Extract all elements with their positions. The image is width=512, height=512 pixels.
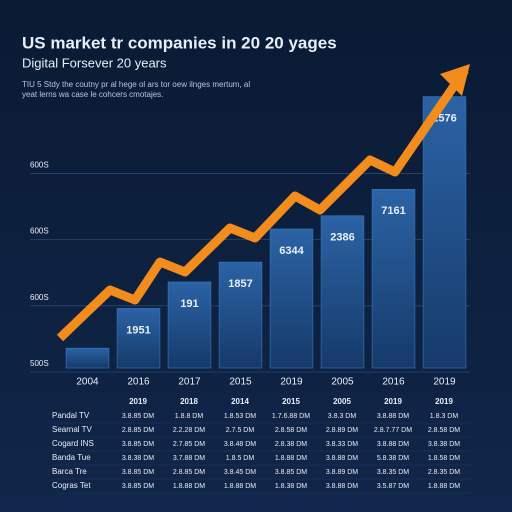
table-cell: 5.8.38 DM bbox=[377, 455, 409, 462]
bar bbox=[320, 215, 365, 369]
table-cell: 2.8.58 DM bbox=[275, 427, 307, 434]
x-tick-label: 2005 bbox=[331, 377, 354, 388]
x-tick-label: 2004 bbox=[76, 377, 99, 388]
row-label: Banda Tue bbox=[52, 453, 91, 462]
table-cell: 2.8.58 DM bbox=[428, 427, 460, 434]
table: 2019 2018 2014 2015 2005 2019 2019 Pandal TV 3.8… bbox=[52, 397, 470, 494]
table-cell: 2.8.38 DM bbox=[275, 441, 307, 448]
arrow-head bbox=[440, 64, 470, 96]
row-label: Barca Tre bbox=[52, 467, 87, 476]
table-cell: 3.8.35 DM bbox=[377, 469, 409, 476]
table-cell: 2.8.35 DM bbox=[428, 469, 460, 476]
bar bbox=[371, 188, 416, 369]
row-label: Searnal TV bbox=[52, 425, 93, 434]
table-cell: 3.8.85 DM bbox=[122, 469, 154, 476]
table-cell: 3.8.89 DM bbox=[326, 469, 358, 476]
bar-text: 7161 bbox=[381, 205, 405, 217]
table-cell: 1.8.88 DM bbox=[224, 483, 256, 490]
bar-text: 191 bbox=[180, 298, 198, 310]
table-cell: 1.8.3 DM bbox=[430, 413, 459, 420]
plot: 500S 600S 600S 600S 2004 2016 1951 2017 191 2015 1… bbox=[30, 96, 470, 388]
y-tick-label: 600S bbox=[30, 161, 49, 170]
row-label: Cogard INS bbox=[52, 439, 94, 448]
table-header: 2014 bbox=[231, 397, 249, 406]
x-tick-label: 2016 bbox=[127, 377, 150, 388]
x-tick-label: 2019 bbox=[433, 377, 456, 388]
table-cell: 3.8.88 DM bbox=[326, 483, 358, 490]
bar bbox=[269, 228, 314, 369]
bar bbox=[218, 261, 263, 369]
bar-text: 1857 bbox=[228, 278, 252, 290]
table-cell: 1.8.5 DM bbox=[226, 455, 255, 462]
table-cell: 3.8.3 DM bbox=[328, 413, 357, 420]
table-header: 2015 bbox=[282, 397, 300, 406]
table-cell: 2.8.89 DM bbox=[326, 427, 358, 434]
y-tick-label: 600S bbox=[30, 293, 49, 302]
bar-text: 6344 bbox=[279, 245, 304, 257]
table-cell: 1.7.6.88 DM bbox=[272, 413, 310, 420]
table-cell: 3.8.45 DM bbox=[224, 469, 256, 476]
bar-text: 1951 bbox=[126, 324, 150, 336]
table-cell: 3.7.88 DM bbox=[173, 455, 205, 462]
row-label: Cogras Tet bbox=[52, 481, 91, 490]
bar bbox=[167, 281, 212, 369]
bar bbox=[116, 308, 161, 369]
x-tick-label: 2016 bbox=[382, 377, 405, 388]
table-cell: 2.2.28 DM bbox=[173, 427, 205, 434]
y-tick-label: 500S bbox=[30, 359, 49, 368]
table-cell: 1.8.58 DM bbox=[428, 455, 460, 462]
bar bbox=[422, 96, 467, 369]
table-cell: 2.8.85 DM bbox=[122, 427, 154, 434]
table-cell: 3.8.38 DM bbox=[428, 441, 460, 448]
x-tick-label: 2015 bbox=[229, 377, 252, 388]
subtitle: Digital Forsever 20 years bbox=[22, 55, 167, 70]
table-cell: 3.8.48 DM bbox=[224, 441, 256, 448]
table-cell: 1.8.38 DM bbox=[275, 483, 307, 490]
table-header: 2019 bbox=[435, 397, 453, 406]
table-cell: 3.8.88 DM bbox=[377, 413, 409, 420]
bar bbox=[65, 347, 110, 369]
title: US market tr companies in 20 20 yages bbox=[22, 33, 337, 52]
table-cell: 3.8.85 DM bbox=[122, 413, 154, 420]
bar-text: 2386 bbox=[330, 232, 354, 244]
row-label: Pandal TV bbox=[52, 411, 90, 420]
note-box: TIU 5 Stdy the coutny pr al hege ol ars … bbox=[22, 80, 251, 99]
table-cell: 3.5.87 DM bbox=[377, 483, 409, 490]
table-cell: 3.8.85 DM bbox=[275, 469, 307, 476]
table-header: 2019 bbox=[384, 397, 402, 406]
table-cell: 2.8.7.77 DM bbox=[374, 427, 412, 434]
x-tick-label: 2017 bbox=[178, 377, 201, 388]
table-cell: 2.7.85 DM bbox=[173, 441, 205, 448]
table-cell: 1.8.53 DM bbox=[224, 413, 256, 420]
table-cell: 1.8.88 DM bbox=[173, 483, 205, 490]
y-tick-label: 600S bbox=[30, 227, 49, 236]
table-header: 2018 bbox=[180, 397, 198, 406]
table-cell: 3.8.85 DM bbox=[122, 441, 154, 448]
table-header: 2005 bbox=[333, 397, 351, 406]
trend-arrow bbox=[56, 67, 469, 342]
table-cell: 3.8.38 DM bbox=[122, 455, 154, 462]
note: TIU 5 Stdy the coutny pr al hege ol ars … bbox=[22, 80, 251, 99]
x-tick-label: 2019 bbox=[280, 377, 303, 388]
table-header: 2019 bbox=[129, 397, 147, 406]
table-cell: 3.8.33 DM bbox=[326, 441, 358, 448]
table-cell: 3.8.88 DM bbox=[377, 441, 409, 448]
table-cell: 1.8.8 DM bbox=[175, 413, 204, 420]
table-cell: 3.8.85 DM bbox=[122, 483, 154, 490]
table-cell: 1.8.88 DM bbox=[275, 455, 307, 462]
table-cell: 2.8.85 DM bbox=[173, 469, 205, 476]
table-cell: 2.7.5 DM bbox=[226, 427, 255, 434]
table-cell: 1.8.88 DM bbox=[428, 483, 460, 490]
table-cell: 3.8.88 DM bbox=[326, 455, 358, 462]
